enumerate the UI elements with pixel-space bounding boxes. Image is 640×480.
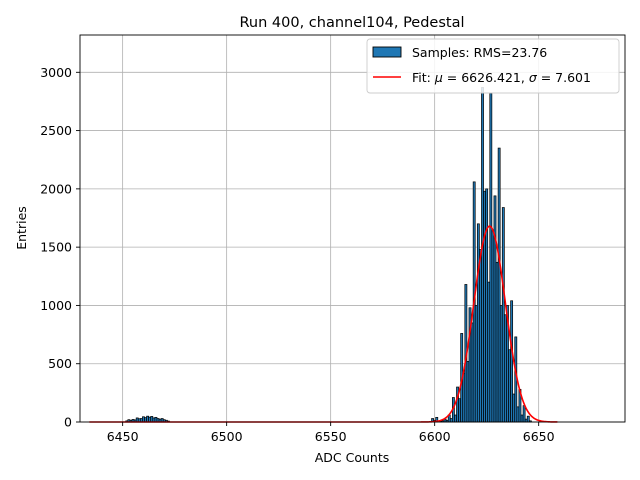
y-tick-label: 3000 — [40, 65, 72, 80]
y-tick-label: 1500 — [40, 240, 72, 255]
x-tick-label: 6450 — [107, 429, 139, 444]
y-axis-label: Entries — [14, 206, 29, 250]
histogram-bars — [125, 87, 532, 423]
legend-box — [366, 38, 620, 94]
y-axis-ticks: 0 500 1000 1500 2000 2500 3000 — [40, 65, 80, 430]
y-tick-label: 1000 — [40, 298, 72, 313]
y-tick-label: 500 — [48, 356, 72, 371]
y-tick-label: 0 — [64, 415, 72, 430]
y-tick-label: 2000 — [40, 181, 72, 196]
x-tick-label: 6550 — [315, 429, 347, 444]
legend: Samples: RMS=23.76 Fit: μ = 6626.421, σ … — [366, 38, 620, 94]
x-tick-label: 6650 — [523, 429, 555, 444]
chart-title: Run 400, channel104, Pedestal — [239, 15, 464, 31]
x-axis-ticks: 6450 6500 6550 6600 6650 — [107, 422, 555, 444]
x-axis-label: ADC Counts — [315, 450, 390, 465]
y-tick-label: 2500 — [40, 123, 72, 138]
x-tick-label: 6600 — [419, 429, 451, 444]
legend-samples-swatch — [372, 46, 402, 58]
x-tick-label: 6500 — [211, 429, 243, 444]
legend-samples-label: Samples: RMS=23.76 — [412, 45, 547, 60]
legend-fit-label: Fit: μ = 6626.421, σ = 7.601 — [412, 70, 591, 85]
plot-frame — [79, 34, 626, 423]
